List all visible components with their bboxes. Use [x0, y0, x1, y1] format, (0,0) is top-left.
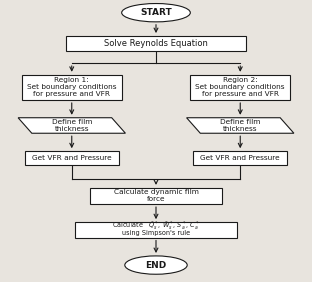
- Text: END: END: [145, 261, 167, 270]
- FancyBboxPatch shape: [90, 188, 222, 204]
- FancyBboxPatch shape: [75, 222, 237, 237]
- FancyBboxPatch shape: [190, 75, 290, 100]
- Text: Define film
thickness: Define film thickness: [220, 119, 261, 132]
- Text: Solve Reynolds Equation: Solve Reynolds Equation: [104, 39, 208, 48]
- Ellipse shape: [122, 3, 190, 22]
- FancyBboxPatch shape: [66, 36, 246, 51]
- Text: Region 1:
Set boundary conditions
for pressure and VFR: Region 1: Set boundary conditions for pr…: [27, 78, 116, 97]
- Polygon shape: [187, 118, 294, 133]
- Text: Get VFR and Pressure: Get VFR and Pressure: [32, 155, 112, 161]
- FancyBboxPatch shape: [22, 75, 122, 100]
- Ellipse shape: [125, 256, 187, 274]
- Text: START: START: [140, 8, 172, 17]
- Text: Calculate dynamic film
force: Calculate dynamic film force: [114, 190, 198, 202]
- Text: Get VFR and Pressure: Get VFR and Pressure: [200, 155, 280, 161]
- Text: Calculate   $\bar{Q}_s^*$, $\bar{W}_s^*$, $S_a^*$, $C_a^*$: Calculate $\bar{Q}_s^*$, $\bar{W}_s^*$, …: [112, 220, 200, 233]
- Text: using Simpson's rule: using Simpson's rule: [122, 230, 190, 236]
- Text: Region 2:
Set boundary conditions
for pressure and VFR: Region 2: Set boundary conditions for pr…: [196, 78, 285, 97]
- Text: Define film
thickness: Define film thickness: [51, 119, 92, 132]
- FancyBboxPatch shape: [193, 151, 287, 165]
- Polygon shape: [18, 118, 125, 133]
- FancyBboxPatch shape: [25, 151, 119, 165]
